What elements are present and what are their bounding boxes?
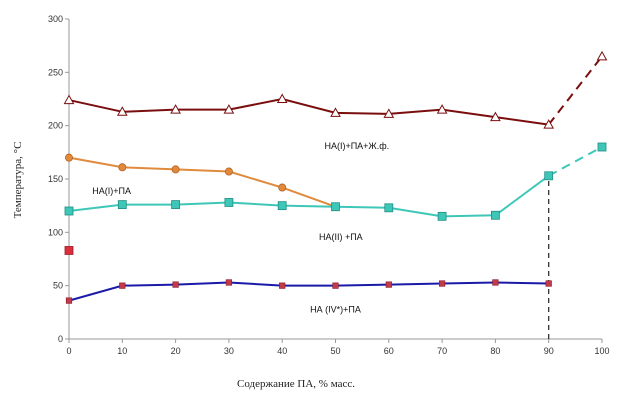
data-point (278, 183, 287, 192)
y-tick-label: 50 (53, 281, 63, 291)
data-point (65, 297, 73, 304)
data-point (385, 281, 392, 288)
data-point (63, 94, 75, 105)
data-point (545, 280, 552, 287)
series-line (68, 97, 549, 126)
data-point (490, 210, 500, 220)
y-tick-label: 100 (48, 227, 63, 237)
region-label: НА(I)+ПА+Ж.ф. (324, 141, 389, 151)
x-tick-label: 40 (277, 346, 287, 356)
data-point (119, 282, 126, 289)
series-line (68, 174, 550, 218)
data-point (224, 167, 233, 176)
data-point (492, 279, 499, 286)
data-point (331, 202, 340, 212)
x-tick-label: 90 (544, 346, 554, 356)
data-point (490, 111, 501, 122)
y-tick-label: 150 (48, 174, 63, 184)
series-line (68, 156, 336, 208)
y-tick-label: 200 (48, 121, 63, 131)
data-point (279, 282, 286, 289)
y-axis-title: Температура, °C (12, 142, 24, 219)
x-tick-label: 50 (330, 346, 340, 356)
x-tick-label: 20 (171, 346, 181, 356)
x-tick-label: 70 (437, 346, 447, 356)
data-point (332, 282, 339, 289)
x-tick-label: 30 (224, 346, 234, 356)
data-point (330, 107, 341, 117)
data-point (436, 104, 448, 114)
data-point (223, 104, 235, 114)
data-point (438, 280, 446, 287)
x-tick-label: 60 (384, 346, 394, 356)
isolated-point (64, 246, 74, 255)
region-label: НА(II) +ПА (319, 232, 363, 242)
x-axis-title: Содержание ПА, % масс. (237, 378, 355, 390)
data-point (276, 93, 288, 103)
data-point (543, 119, 555, 129)
x-tick-label: 100 (594, 346, 609, 356)
data-point (597, 142, 607, 152)
data-point (224, 198, 234, 207)
y-tick-label: 300 (48, 14, 63, 24)
data-point (118, 163, 127, 172)
data-point (65, 153, 74, 162)
data-point (171, 200, 181, 210)
region-label: НА (IV*)+ПА (310, 304, 361, 314)
series-extrapolation-line (548, 146, 603, 177)
data-point (383, 108, 395, 118)
data-point (64, 206, 74, 216)
data-point (596, 50, 608, 61)
data-point (225, 279, 233, 286)
data-point (116, 106, 128, 116)
data-point (117, 200, 127, 210)
data-point (172, 281, 179, 288)
data-point (171, 165, 180, 174)
x-tick-label: 10 (117, 346, 127, 356)
x-tick-label: 80 (490, 346, 500, 356)
data-point (277, 201, 287, 211)
data-point (437, 211, 447, 221)
data-point (384, 203, 394, 213)
y-tick-label: 250 (48, 67, 63, 77)
data-point (544, 171, 554, 181)
x-tick-label: 0 (66, 346, 71, 356)
region-label: НА(I)+ПА (92, 186, 131, 196)
data-point (170, 104, 181, 114)
y-tick-label: 0 (58, 334, 63, 344)
series-line (68, 281, 549, 302)
series-extrapolation-line (547, 55, 603, 126)
